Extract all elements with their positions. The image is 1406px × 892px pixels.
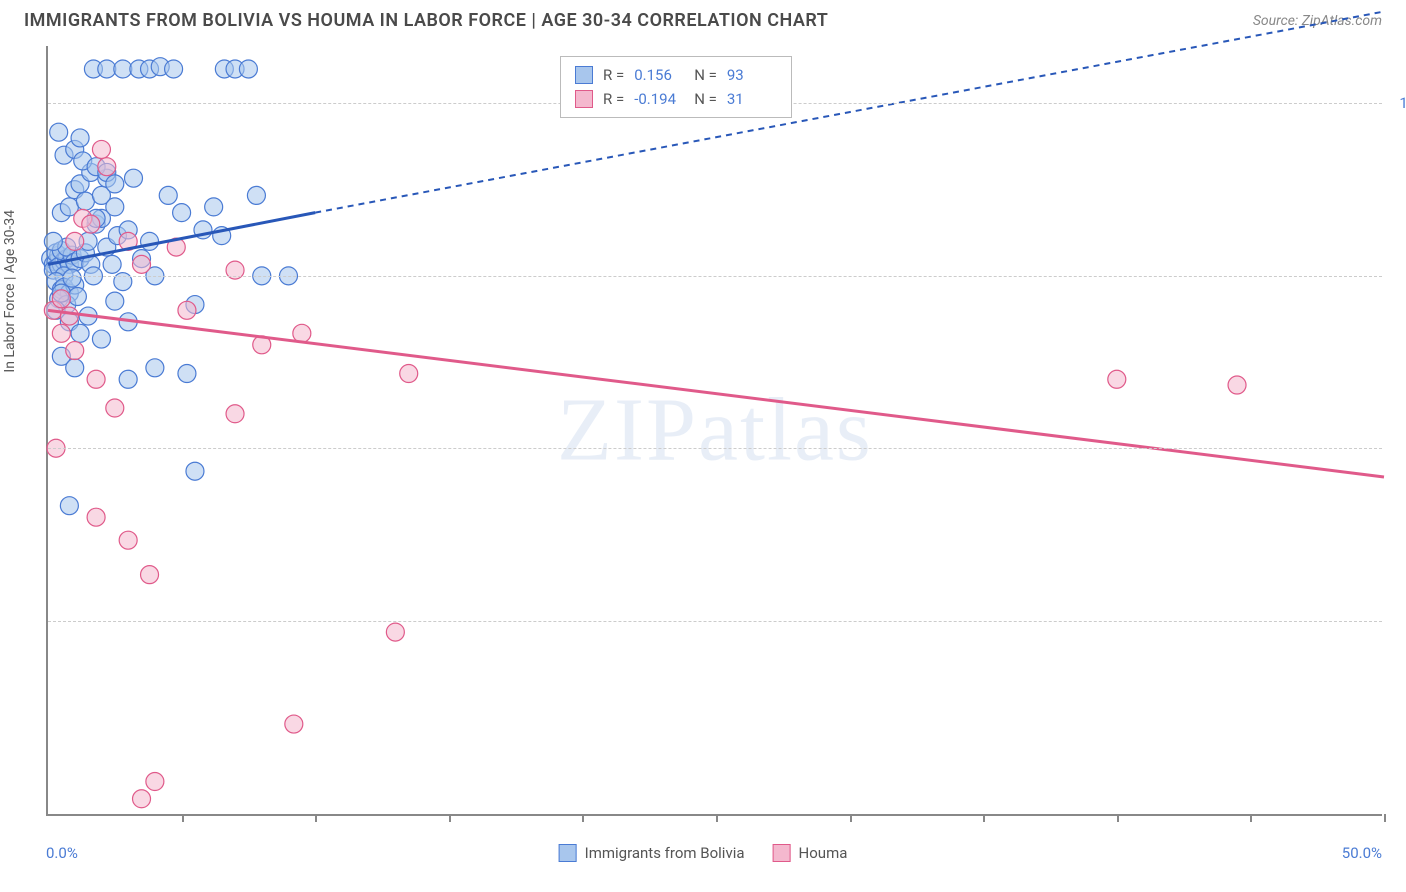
scatter-plot-svg [48, 46, 1382, 814]
data-point [293, 324, 311, 342]
data-point [146, 359, 164, 377]
data-point [50, 123, 68, 141]
legend-swatch [559, 844, 577, 862]
data-point [60, 497, 78, 515]
gridline-horizontal [48, 448, 1382, 449]
data-point [66, 359, 84, 377]
data-point [119, 370, 137, 388]
stats-row: R = -0.194 N = 31 [575, 87, 777, 111]
legend-label: Houma [799, 844, 848, 862]
chart-header: IMMIGRANTS FROM BOLIVIA VS HOUMA IN LABO… [0, 0, 1406, 39]
data-point [106, 175, 124, 193]
stat-n-value: 93 [727, 63, 777, 87]
bottom-legend: Immigrants from Bolivia Houma [559, 844, 848, 862]
data-point [66, 342, 84, 360]
data-point [133, 790, 151, 808]
legend-label: Immigrants from Bolivia [585, 844, 745, 862]
gridline-horizontal [48, 276, 1382, 277]
legend-item: Immigrants from Bolivia [559, 844, 745, 862]
x-tick [449, 814, 451, 822]
data-point [82, 215, 100, 233]
data-point [52, 324, 70, 342]
x-tick [983, 814, 985, 822]
data-point [52, 290, 70, 308]
data-point [141, 232, 159, 250]
chart-plot-area: ZIPatlas 55.0%70.0%85.0%100.0% [46, 46, 1382, 816]
data-point [226, 405, 244, 423]
x-tick [1384, 814, 1386, 822]
x-tick [1250, 814, 1252, 822]
data-point [1108, 370, 1126, 388]
data-point [141, 566, 159, 584]
x-tick [582, 814, 584, 822]
data-point [285, 715, 303, 733]
data-point [76, 192, 94, 210]
y-tick-label: 85.0% [1388, 267, 1406, 285]
gridline-horizontal [48, 621, 1382, 622]
data-point [1228, 376, 1246, 394]
data-point [178, 365, 196, 383]
data-point [239, 60, 257, 78]
data-point [71, 324, 89, 342]
data-point [119, 531, 137, 549]
y-axis-label: In Labor Force | Age 30-34 [2, 210, 18, 373]
stat-n-value: 31 [727, 87, 777, 111]
chart-title: IMMIGRANTS FROM BOLIVIA VS HOUMA IN LABO… [24, 10, 828, 31]
data-point [103, 255, 121, 273]
data-point [66, 232, 84, 250]
data-point [63, 269, 81, 287]
data-point [247, 186, 265, 204]
data-point [87, 370, 105, 388]
stat-r-label: R = [603, 87, 624, 111]
x-tick [1117, 814, 1119, 822]
data-point [400, 365, 418, 383]
data-point [186, 462, 204, 480]
x-tick [716, 814, 718, 822]
data-point [114, 60, 132, 78]
data-point [87, 508, 105, 526]
stat-r-value: 0.156 [634, 63, 684, 87]
data-point [165, 60, 183, 78]
data-point [68, 288, 86, 306]
data-point [92, 330, 110, 348]
data-point [133, 255, 151, 273]
data-point [98, 60, 116, 78]
trend-line-solid [48, 310, 1384, 477]
data-point [125, 169, 143, 187]
data-point [98, 158, 116, 176]
stat-r-value: -0.194 [634, 87, 684, 111]
data-point [106, 198, 124, 216]
legend-swatch [575, 90, 593, 108]
trend-line-dashed [315, 12, 1384, 213]
y-tick-label: 55.0% [1388, 612, 1406, 630]
data-point [173, 204, 191, 222]
data-point [44, 232, 62, 250]
x-tick [850, 814, 852, 822]
stat-n-label: N = [694, 63, 717, 87]
y-tick-label: 70.0% [1388, 439, 1406, 457]
data-point [71, 129, 89, 147]
stats-row: R = 0.156 N = 93 [575, 63, 777, 87]
x-tick [182, 814, 184, 822]
x-axis-min-label: 0.0% [46, 844, 78, 862]
correlation-stats-box: R = 0.156 N = 93 R = -0.194 N = 31 [560, 56, 792, 118]
legend-item: Houma [773, 844, 848, 862]
data-point [106, 399, 124, 417]
data-point [146, 773, 164, 791]
y-tick-label: 100.0% [1388, 94, 1406, 112]
x-tick [315, 814, 317, 822]
x-axis-max-label: 50.0% [1342, 844, 1382, 862]
data-point [92, 140, 110, 158]
data-point [386, 623, 404, 641]
stat-r-label: R = [603, 63, 624, 87]
data-point [178, 301, 196, 319]
legend-swatch [575, 66, 593, 84]
data-point [60, 307, 78, 325]
data-point [205, 198, 223, 216]
data-point [159, 186, 177, 204]
data-point [106, 292, 124, 310]
stat-n-label: N = [694, 87, 717, 111]
legend-swatch [773, 844, 791, 862]
chart-source: Source: ZipAtlas.com [1253, 13, 1382, 29]
